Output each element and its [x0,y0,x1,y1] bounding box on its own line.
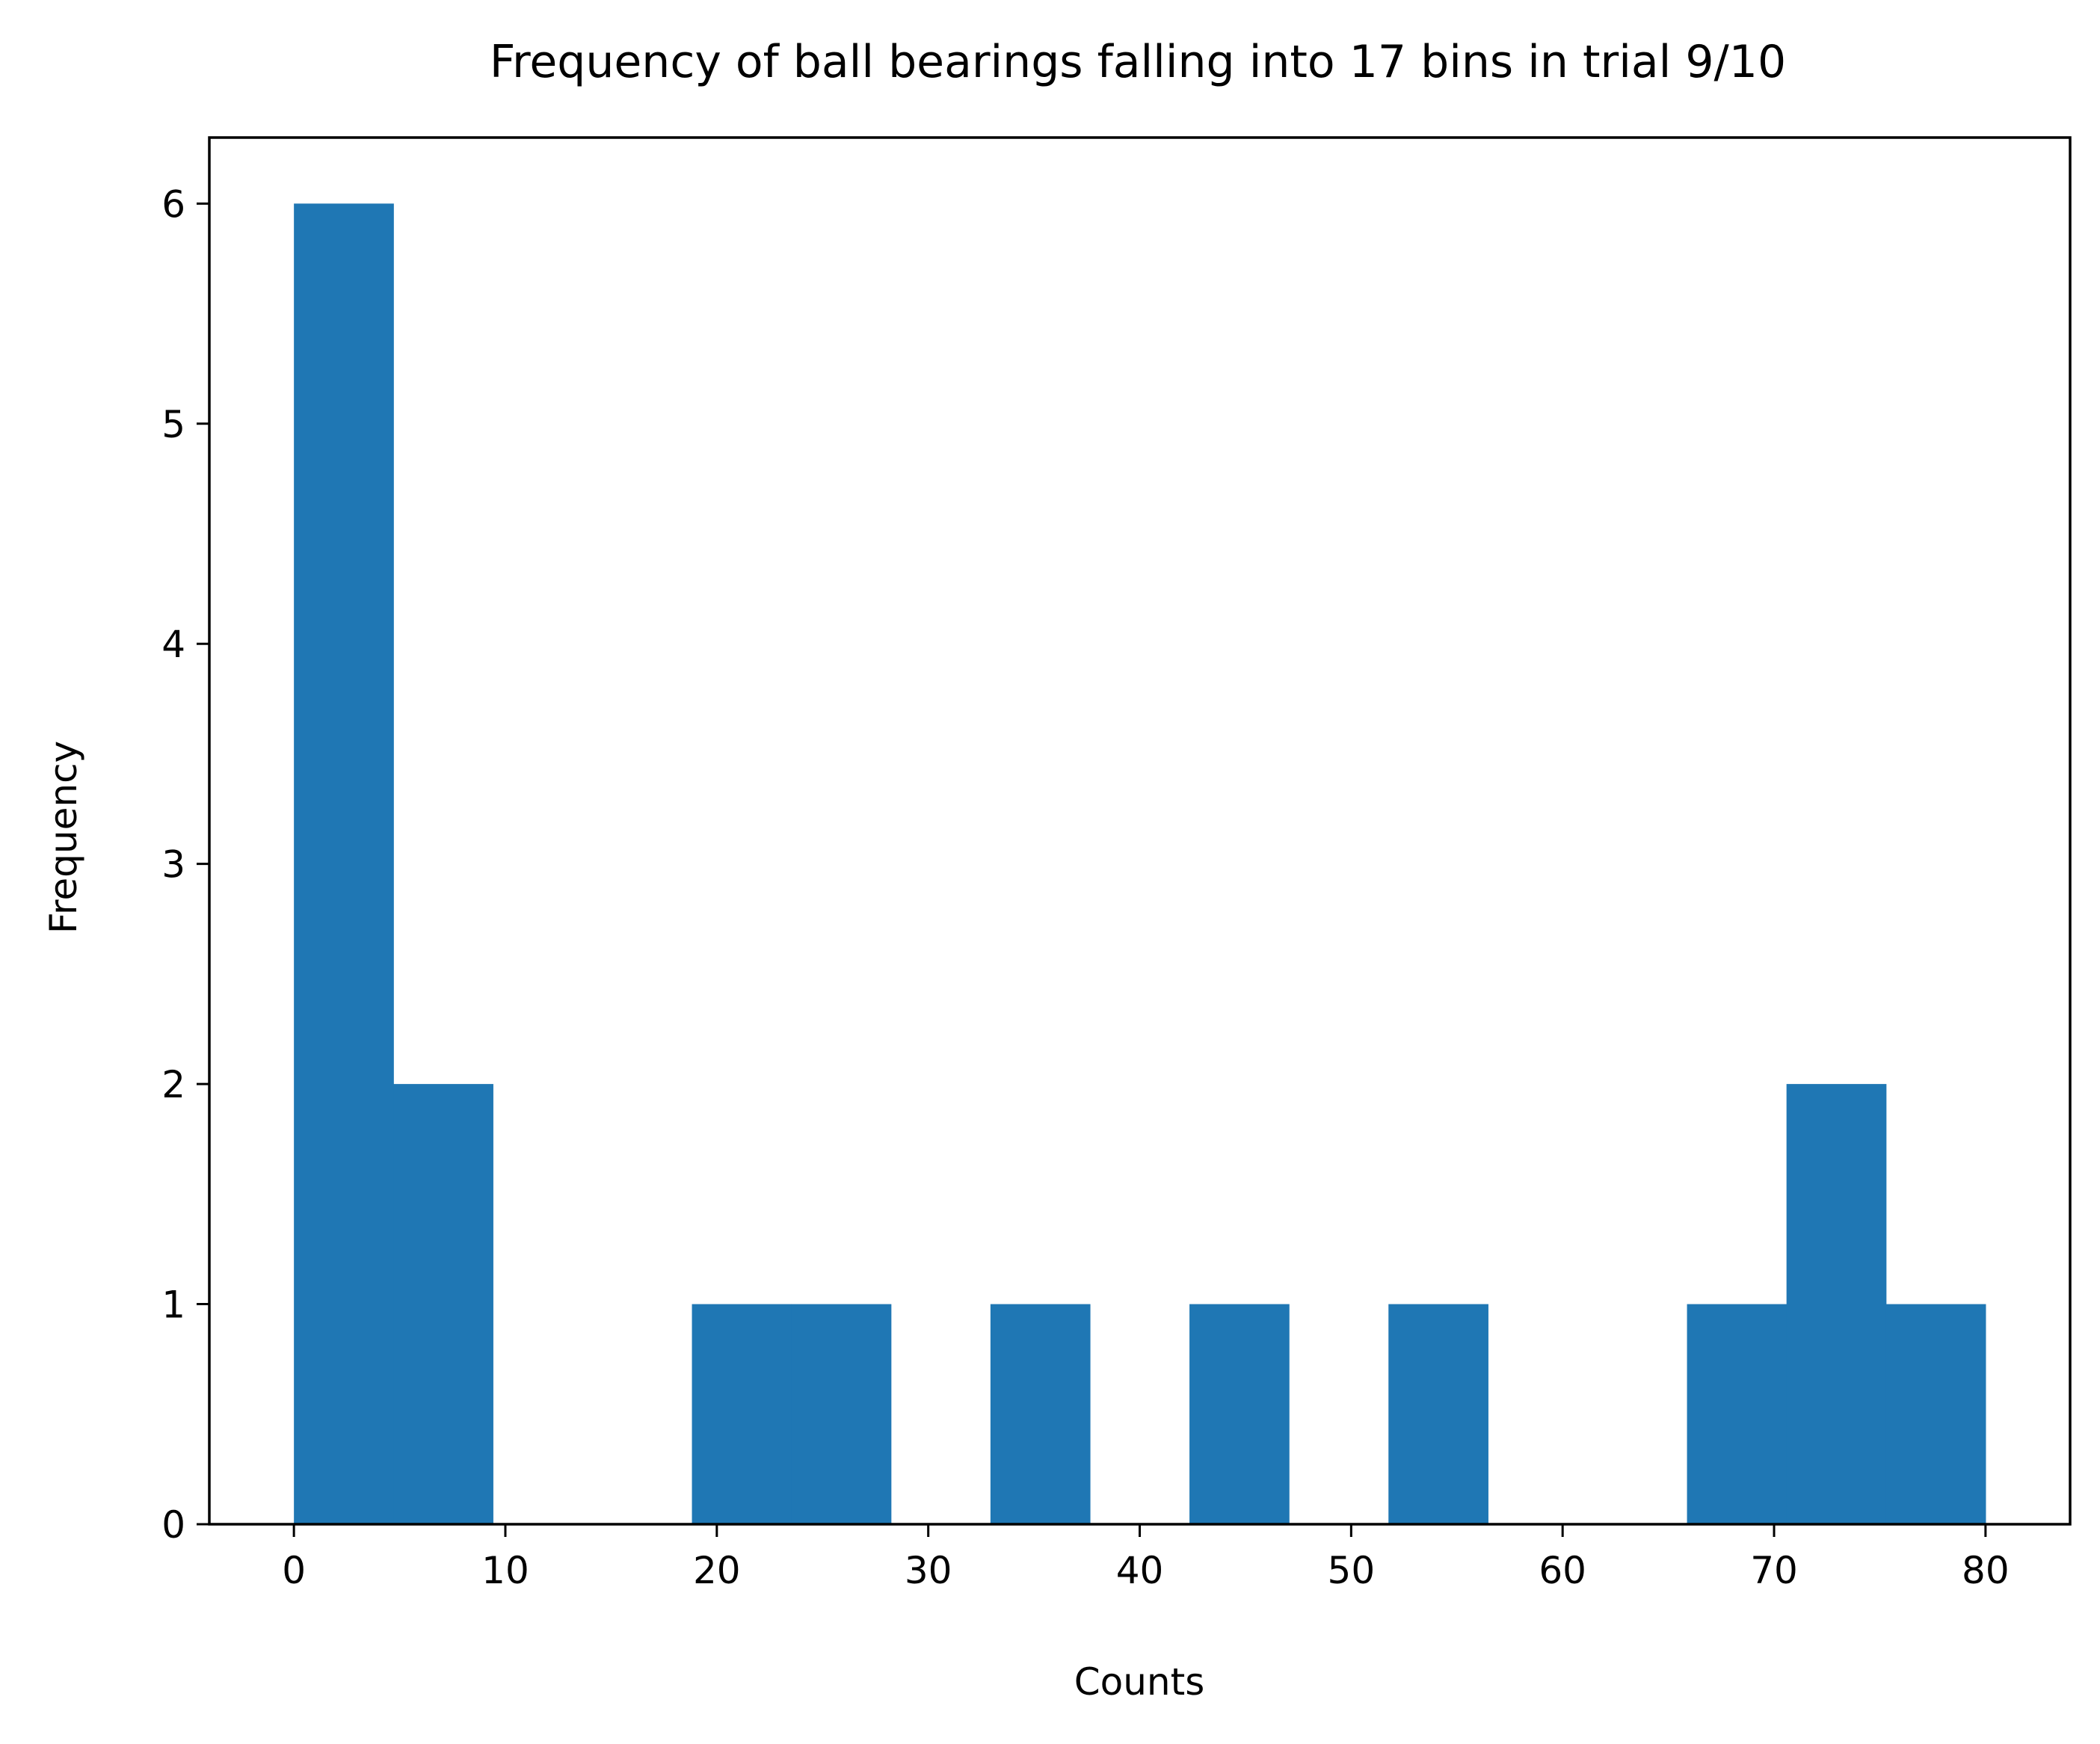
histogram-bar [791,1304,892,1524]
x-axis-label: Counts [1074,1660,1205,1704]
y-tick-label: 5 [161,403,185,446]
histogram-bar [1388,1304,1488,1524]
y-axis-ticks: 0 1 2 3 4 5 6 [161,182,209,1547]
y-tick-label: 6 [161,182,185,226]
x-tick-label: 70 [1750,1549,1798,1592]
histogram-bar [294,203,394,1525]
histogram-bar [692,1304,792,1524]
y-tick-label: 3 [161,843,185,887]
y-axis-label: Frequency [42,741,85,934]
x-tick-label: 40 [1116,1549,1164,1592]
x-tick-label: 20 [693,1549,741,1592]
x-tick-label: 60 [1539,1549,1586,1592]
x-axis-ticks: 0 10 20 30 40 50 60 70 80 [282,1524,2010,1592]
y-tick-label: 0 [161,1503,185,1547]
bars-group [294,203,1986,1525]
histogram-bar [393,1084,493,1524]
x-tick-label: 30 [905,1549,952,1592]
histogram-bar [1189,1304,1290,1524]
histogram-bar [1786,1084,1887,1524]
histogram-bar [990,1304,1091,1524]
x-tick-label: 80 [1962,1549,2010,1592]
chart-title: Frequency of ball bearings falling into … [490,36,1786,88]
histogram-bar [1885,1304,1986,1524]
x-tick-label: 50 [1328,1549,1376,1592]
histogram-bar [1687,1304,1788,1524]
y-tick-label: 2 [161,1063,185,1106]
y-tick-label: 4 [161,623,185,666]
x-tick-label: 0 [282,1549,306,1592]
y-tick-label: 1 [161,1284,185,1327]
plot-frame [208,136,2072,1526]
x-tick-label: 10 [481,1549,529,1592]
